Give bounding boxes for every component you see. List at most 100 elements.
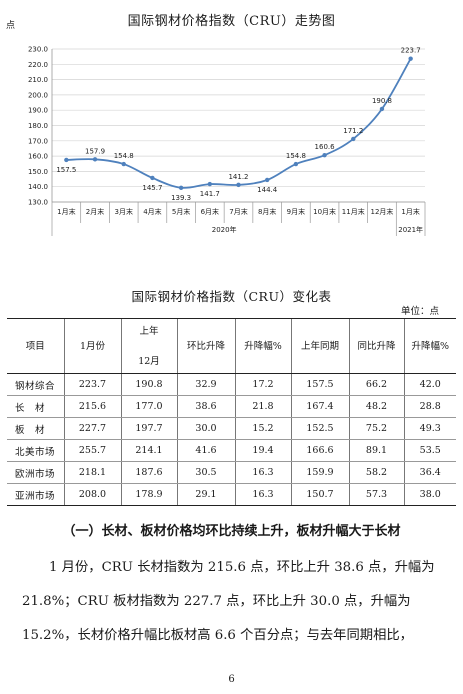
data-label: 171.2 <box>343 127 363 135</box>
data-point <box>121 161 126 167</box>
y-tick-label: 170.0 <box>28 137 48 145</box>
chart-unit-label: 点 <box>6 21 16 31</box>
table-cell: 66.2 <box>348 373 404 396</box>
table-cell: 152.5 <box>290 417 349 440</box>
table-cell: 16.3 <box>234 461 291 484</box>
header-yoy-base: 上年同期 <box>290 318 349 374</box>
header-mom-change: 环比升降 <box>176 318 235 374</box>
table-cell: 167.4 <box>290 395 349 418</box>
data-label: 154.8 <box>286 152 306 160</box>
table-cell: 49.3 <box>403 417 456 440</box>
x-tick-label: 1月末 <box>401 207 419 216</box>
y-tick-label: 190.0 <box>28 107 48 115</box>
table-cell: 159.9 <box>290 461 349 484</box>
table-cell: 89.1 <box>348 439 404 462</box>
table-cell: 38.6 <box>176 395 235 418</box>
y-tick-label: 230.0 <box>28 46 48 54</box>
table-cell: 北美市场 <box>7 439 64 462</box>
chart-title: 国际钢材价格指数（CRU）走势图 <box>127 14 336 29</box>
header-prev-dec-line1: 上年 <box>139 325 159 337</box>
table-row: 长 材 215.6 177.0 38.6 21.8 167.4 48.2 28.… <box>7 395 456 418</box>
table-cell: 177.0 <box>120 395 177 418</box>
body-paragraph: 1 月份，CRU 长材指数为 215.6 点，环比上升 38.6 点，升幅为 2… <box>22 551 440 653</box>
table-row: 北美市场 255.7 214.1 41.6 19.4 166.6 89.1 53… <box>7 439 456 462</box>
table-cell: 板 材 <box>7 417 64 440</box>
table-cell: 214.1 <box>120 439 177 462</box>
x-tick-label: 6月末 <box>201 207 219 216</box>
table-header-row: 项目 1月份 上年 12月 环比升降 升降幅% 上年同期 同比升降 升降幅% <box>7 318 456 374</box>
x-group-label: 2020年 <box>212 225 237 234</box>
table-unit: 单位：点 <box>400 306 439 317</box>
y-tick-label: 220.0 <box>28 61 48 69</box>
line-chart: 130.0 140.0 150.0 160.0 170.0 180.0 190.0 200.0… <box>28 46 426 236</box>
table-cell: 15.2 <box>234 417 291 440</box>
table-row: 板 材 227.7 197.7 30.0 15.2 152.5 75.2 49.… <box>7 417 456 440</box>
data-point <box>64 157 69 163</box>
x-tick-label: 5月末 <box>172 207 190 216</box>
data-point <box>92 157 98 162</box>
data-point <box>379 106 385 112</box>
y-tick-label: 140.0 <box>28 183 48 191</box>
data-label: 160.6 <box>315 143 336 151</box>
table-cell: 57.3 <box>348 483 404 506</box>
data-label: 157.9 <box>85 147 105 155</box>
header-mom-pct: 升降幅% <box>234 318 291 374</box>
x-tick-label: 2月末 <box>86 207 104 216</box>
table-cell: 36.4 <box>403 461 456 484</box>
table-cell: 欧洲市场 <box>7 461 64 484</box>
table-cell: 187.6 <box>120 461 177 484</box>
table-cell: 178.9 <box>120 483 177 506</box>
data-point <box>264 177 270 183</box>
table-cell: 28.8 <box>403 395 456 418</box>
table-cell: 255.7 <box>63 439 121 462</box>
paragraph-text: 1 月份，CRU 长材指数为 215.6 点，环比上升 38.6 点，升幅为 2… <box>22 560 435 643</box>
x-tick-label: 11月末 <box>342 207 365 216</box>
table-cell: 钢材综合 <box>7 373 64 396</box>
table-cell: 150.7 <box>290 483 349 506</box>
y-tick-label: 150.0 <box>28 168 48 176</box>
table-cell: 30.0 <box>176 417 235 440</box>
table-row: 欧洲市场 218.1 187.6 30.5 16.3 159.9 58.2 36… <box>7 461 456 484</box>
table-cell: 223.7 <box>63 373 121 396</box>
table-cell: 227.7 <box>63 417 121 440</box>
x-tick-label: 7月末 <box>229 207 247 216</box>
table-cell: 21.8 <box>234 395 291 418</box>
data-point <box>150 175 155 181</box>
header-item: 项目 <box>7 318 64 374</box>
data-point <box>207 181 213 187</box>
data-label: 141.2 <box>228 173 248 181</box>
x-tick-label: 10月末 <box>313 207 336 216</box>
table-cell: 58.2 <box>348 461 404 484</box>
header-yoy-pct: 升降幅% <box>403 318 456 374</box>
data-label: 141.7 <box>200 190 220 198</box>
data-point <box>322 152 327 158</box>
data-point <box>178 185 184 190</box>
cru-change-table: 项目 1月份 上年 12月 环比升降 升降幅% 上年同期 同比升降 升降幅% 钢材… <box>7 318 456 506</box>
y-tick-label: 160.0 <box>28 153 48 161</box>
x-tick-label: 12月末 <box>371 207 394 216</box>
data-label: 145.7 <box>142 184 162 192</box>
table-cell: 53.5 <box>403 439 456 462</box>
table-cell: 208.0 <box>63 483 121 506</box>
table-cell: 48.2 <box>348 395 404 418</box>
data-point <box>408 56 413 61</box>
header-prev-dec: 上年 12月 <box>120 318 177 374</box>
table-cell: 38.0 <box>403 483 456 506</box>
table-cell: 16.3 <box>234 483 291 506</box>
table-cell: 29.1 <box>176 483 235 506</box>
x-tick-label: 3月末 <box>114 207 132 216</box>
table-cell: 157.5 <box>290 373 349 396</box>
table-cell: 215.6 <box>63 395 121 418</box>
x-group-label: 2021年 <box>398 225 423 234</box>
table-cell: 197.7 <box>120 417 177 440</box>
series-line <box>66 58 412 189</box>
x-tick-label: 1月末 <box>57 207 75 216</box>
y-tick-label: 130.0 <box>28 199 48 207</box>
table-cell: 166.6 <box>290 439 349 462</box>
table-title: 国际钢材价格指数（CRU）变化表 <box>131 289 332 304</box>
header-jan: 1月份 <box>63 318 121 374</box>
data-label: 139.3 <box>171 194 191 202</box>
data-point <box>236 182 241 188</box>
data-label: 190.8 <box>372 97 392 105</box>
data-label: 154.8 <box>114 152 134 160</box>
